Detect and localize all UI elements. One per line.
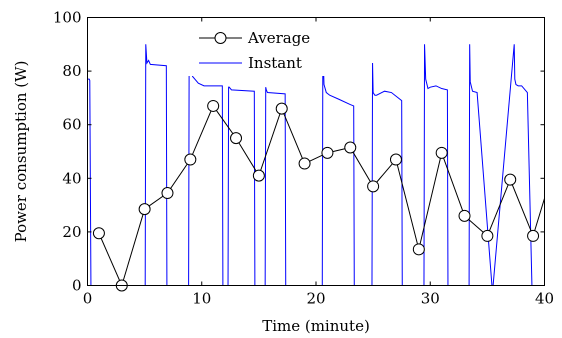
x-axis-title: Time (minute): [262, 317, 370, 335]
average-point: [389, 153, 402, 166]
average-point: [92, 227, 105, 240]
average-point: [344, 141, 357, 154]
x-tick-label: 20: [306, 290, 325, 308]
legend-box: [184, 26, 326, 76]
axes-ticks: 0 10 20 30 40 0 20 40 60 80 100: [53, 9, 554, 308]
average-point: [481, 229, 494, 242]
legend: Average Instant: [184, 26, 326, 76]
x-tick-label: 30: [421, 290, 440, 308]
x-tick-label: 10: [192, 290, 211, 308]
y-axis-title: Power consumption (W): [12, 61, 30, 243]
average-point: [527, 229, 540, 242]
average-point: [207, 99, 220, 112]
y-tick-label: 60: [62, 116, 81, 134]
x-tick-label: 40: [535, 290, 554, 308]
average-point: [184, 153, 197, 166]
series-line-instant: [87, 44, 545, 286]
y-tick-label: 40: [62, 169, 81, 187]
average-point: [252, 169, 265, 182]
plot-series: [87, 44, 545, 292]
average-point: [161, 187, 174, 200]
x-tick-label: 0: [83, 290, 93, 308]
average-point: [138, 203, 151, 216]
average-point: [458, 209, 471, 222]
average-point: [412, 243, 425, 256]
average-point: [230, 132, 243, 145]
y-tick-label: 100: [53, 9, 82, 27]
average-point: [321, 146, 334, 159]
legend-label-average: Average: [247, 29, 310, 47]
average-point: [367, 180, 380, 193]
y-tick-label: 20: [62, 223, 81, 241]
average-point: [298, 157, 311, 170]
average-point: [435, 146, 448, 159]
y-tick-label: 0: [72, 277, 82, 295]
average-point: [275, 102, 288, 115]
y-tick-label: 80: [62, 62, 81, 80]
average-point: [504, 173, 517, 186]
legend-label-instant: Instant: [248, 54, 302, 72]
legend-marker-average: [214, 32, 227, 44]
